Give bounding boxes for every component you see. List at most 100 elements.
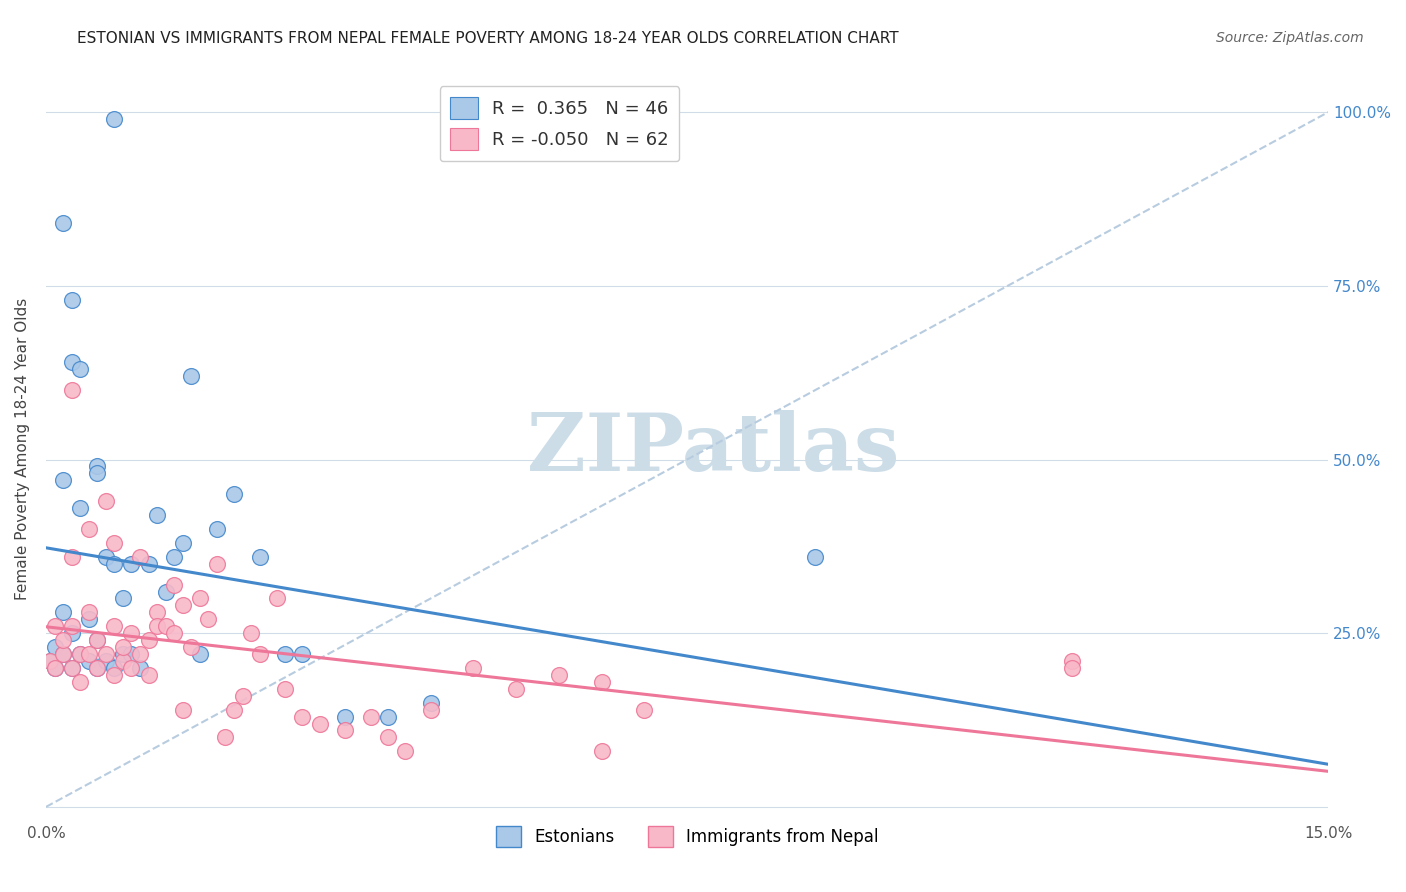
Point (120, 661, 142, 675)
Point (52, 216, 75, 230)
Point (86, 661, 108, 675)
Point (172, 536, 194, 550)
Point (291, 647, 314, 661)
Point (103, 619, 125, 633)
Point (266, 591, 288, 606)
Point (188, 647, 211, 661)
Point (44, 640, 66, 654)
Point (188, 591, 211, 606)
Point (103, 661, 125, 675)
Point (463, 661, 485, 675)
Point (69, 647, 91, 661)
Point (419, 696, 441, 710)
Point (69, 501, 91, 516)
Point (94, 647, 117, 661)
Point (222, 487, 245, 501)
Point (111, 591, 134, 606)
Point (120, 557, 142, 571)
Point (103, 112, 125, 127)
Point (111, 654, 134, 668)
Point (52, 633, 75, 648)
Point (360, 709, 382, 723)
Point (129, 647, 152, 661)
Point (547, 668, 569, 682)
Point (163, 577, 186, 591)
Y-axis label: Female Poverty Among 18-24 Year Olds: Female Poverty Among 18-24 Year Olds (15, 298, 30, 600)
Point (333, 709, 356, 723)
Point (163, 549, 186, 564)
Point (39, 654, 62, 668)
Point (163, 626, 186, 640)
Point (172, 599, 194, 613)
Point (60, 549, 83, 564)
Point (146, 606, 169, 620)
Point (86, 633, 108, 648)
Point (333, 723, 356, 738)
Point (120, 647, 142, 661)
Point (103, 536, 125, 550)
Point (44, 661, 66, 675)
Point (633, 703, 655, 717)
Point (77, 606, 100, 620)
Point (591, 744, 613, 758)
Point (103, 557, 125, 571)
Point (86, 633, 108, 648)
Point (103, 668, 125, 682)
Point (138, 633, 160, 648)
Point (274, 681, 297, 696)
Point (249, 549, 271, 564)
Point (155, 584, 177, 599)
Point (77, 522, 100, 536)
Point (155, 619, 177, 633)
Point (39, 654, 62, 668)
Point (60, 293, 83, 307)
Point (1060, 654, 1083, 668)
Point (69, 674, 91, 689)
Point (86, 467, 108, 481)
Point (505, 681, 527, 696)
Point (94, 549, 117, 564)
Point (77, 612, 100, 626)
Point (52, 474, 75, 488)
Point (146, 508, 169, 522)
Text: ESTONIAN VS IMMIGRANTS FROM NEPAL FEMALE POVERTY AMONG 18-24 YEAR OLDS CORRELATI: ESTONIAN VS IMMIGRANTS FROM NEPAL FEMALE… (77, 31, 898, 46)
Point (274, 647, 297, 661)
Point (249, 647, 271, 661)
Point (52, 606, 75, 620)
Point (172, 703, 194, 717)
Point (94, 494, 117, 508)
Point (60, 661, 83, 675)
Point (60, 661, 83, 675)
Point (1060, 661, 1083, 675)
Point (138, 668, 160, 682)
Text: Source: ZipAtlas.com: Source: ZipAtlas.com (1216, 31, 1364, 45)
Point (111, 647, 134, 661)
Point (419, 703, 441, 717)
Point (205, 557, 228, 571)
Point (77, 654, 100, 668)
Point (44, 661, 66, 675)
Point (214, 731, 236, 745)
Point (138, 557, 160, 571)
Point (86, 459, 108, 474)
Point (129, 661, 152, 675)
Point (52, 647, 75, 661)
Point (205, 522, 228, 536)
Point (44, 619, 66, 633)
Point (222, 703, 245, 717)
Point (240, 626, 263, 640)
Legend: Estonians, Immigrants from Nepal: Estonians, Immigrants from Nepal (489, 820, 886, 854)
Text: ZIPatlas: ZIPatlas (527, 410, 898, 488)
Point (69, 647, 91, 661)
Point (804, 549, 827, 564)
Point (86, 661, 108, 675)
Point (129, 549, 152, 564)
Point (308, 716, 330, 731)
Point (232, 689, 254, 703)
Point (591, 674, 613, 689)
Point (60, 626, 83, 640)
Point (69, 362, 91, 376)
Point (197, 612, 219, 626)
Point (60, 383, 83, 397)
Point (180, 369, 202, 384)
